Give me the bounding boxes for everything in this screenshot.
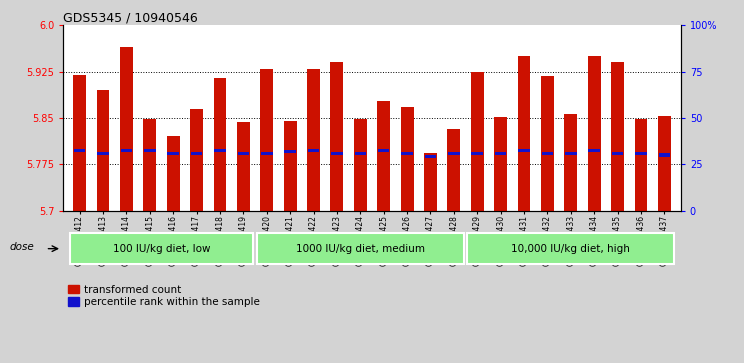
- Text: 10,000 IU/kg diet, high: 10,000 IU/kg diet, high: [511, 244, 630, 254]
- Bar: [190, 152, 202, 155]
- Bar: [260, 69, 273, 211]
- Bar: [401, 152, 413, 155]
- Bar: [611, 62, 624, 211]
- Bar: [144, 119, 156, 211]
- FancyBboxPatch shape: [70, 233, 253, 264]
- Bar: [635, 119, 647, 211]
- Bar: [97, 152, 109, 155]
- Bar: [448, 152, 460, 155]
- Bar: [472, 152, 483, 155]
- Legend: transformed count, percentile rank within the sample: transformed count, percentile rank withi…: [68, 285, 260, 307]
- Bar: [541, 76, 554, 211]
- Bar: [120, 47, 133, 211]
- Bar: [190, 109, 203, 211]
- Bar: [284, 150, 296, 154]
- Bar: [214, 78, 226, 211]
- Bar: [589, 149, 600, 152]
- Bar: [635, 152, 647, 155]
- Text: GDS5345 / 10940546: GDS5345 / 10940546: [63, 11, 198, 24]
- FancyBboxPatch shape: [257, 233, 464, 264]
- Bar: [377, 101, 390, 211]
- Bar: [658, 154, 670, 156]
- Bar: [331, 152, 343, 155]
- Bar: [565, 152, 577, 155]
- Bar: [612, 152, 623, 155]
- Bar: [658, 116, 671, 211]
- Bar: [378, 149, 390, 152]
- Bar: [73, 75, 86, 211]
- Bar: [425, 155, 436, 158]
- Bar: [167, 152, 179, 155]
- Bar: [447, 129, 461, 211]
- Bar: [237, 122, 250, 211]
- Bar: [565, 114, 577, 211]
- Bar: [518, 56, 530, 211]
- Bar: [354, 152, 366, 155]
- Bar: [354, 119, 367, 211]
- Bar: [237, 152, 249, 155]
- Bar: [307, 69, 320, 211]
- Bar: [495, 152, 507, 155]
- Text: 100 IU/kg diet, low: 100 IU/kg diet, low: [113, 244, 211, 254]
- FancyBboxPatch shape: [467, 233, 674, 264]
- Bar: [283, 121, 297, 211]
- Bar: [261, 152, 272, 155]
- Bar: [471, 72, 484, 211]
- Bar: [424, 153, 437, 211]
- Bar: [588, 56, 600, 211]
- Bar: [542, 152, 554, 155]
- Bar: [167, 136, 179, 211]
- Bar: [494, 117, 507, 211]
- Text: 1000 IU/kg diet, medium: 1000 IU/kg diet, medium: [296, 244, 425, 254]
- Bar: [74, 149, 86, 152]
- Text: dose: dose: [10, 242, 34, 252]
- Bar: [519, 149, 530, 152]
- Bar: [97, 90, 109, 211]
- Bar: [401, 107, 414, 211]
- Bar: [330, 62, 343, 211]
- Bar: [214, 149, 225, 152]
- Bar: [121, 149, 132, 152]
- Bar: [308, 149, 319, 152]
- Bar: [144, 149, 155, 152]
